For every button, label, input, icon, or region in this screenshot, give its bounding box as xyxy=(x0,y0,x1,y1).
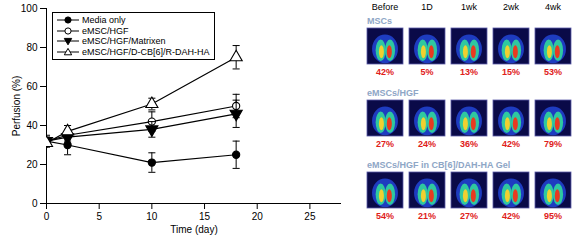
svg-text:54%: 54% xyxy=(376,211,394,221)
html-text:eMSC/HGF/D-CB[6]/R-DAH-HA: eMSC/HGF/D-CB[6]/R-DAH-HA xyxy=(82,46,210,57)
svg-text:100: 100 xyxy=(21,3,38,14)
svg-text:0: 0 xyxy=(32,198,38,209)
svg-text:95%: 95% xyxy=(544,211,562,221)
svg-text:Perfusion (%): Perfusion (%) xyxy=(11,76,22,137)
svg-text:27%: 27% xyxy=(376,139,394,149)
svg-text:4wk: 4wk xyxy=(545,2,562,12)
svg-text:27%: 27% xyxy=(460,211,478,221)
svg-text:Time (day): Time (day) xyxy=(170,224,217,235)
html-text:eMSC/HGF: eMSC/HGF xyxy=(82,25,129,36)
svg-text:79%: 79% xyxy=(544,139,562,149)
svg-text:Before: Before xyxy=(372,2,399,12)
svg-text:60: 60 xyxy=(26,81,38,92)
svg-text:eMSCs/HGF: eMSCs/HGF xyxy=(367,88,419,98)
svg-text:5: 5 xyxy=(96,211,102,222)
svg-text:24%: 24% xyxy=(418,139,436,149)
html-text:eMSC/HGF/Matrixen: eMSC/HGF/Matrixen xyxy=(82,36,166,46)
svg-text:13%: 13% xyxy=(460,67,478,77)
svg-text:15: 15 xyxy=(199,211,211,222)
svg-text:20: 20 xyxy=(252,211,264,222)
svg-text:10: 10 xyxy=(146,211,158,222)
svg-text:5%: 5% xyxy=(420,67,433,77)
svg-text:1wk: 1wk xyxy=(461,2,478,12)
svg-text:40: 40 xyxy=(26,120,38,131)
svg-text:MSCs: MSCs xyxy=(367,16,392,26)
svg-text:1D: 1D xyxy=(421,2,433,12)
svg-text:42%: 42% xyxy=(502,211,520,221)
svg-text:80: 80 xyxy=(26,42,38,53)
svg-text:20: 20 xyxy=(26,159,38,170)
html-text:Media only: Media only xyxy=(82,15,126,25)
svg-text:36%: 36% xyxy=(460,139,478,149)
svg-text:21%: 21% xyxy=(418,211,436,221)
svg-text:42%: 42% xyxy=(502,139,520,149)
svg-text:53%: 53% xyxy=(544,67,562,77)
svg-text:0: 0 xyxy=(44,211,50,222)
svg-text:42%: 42% xyxy=(376,67,394,77)
svg-text:2wk: 2wk xyxy=(503,2,520,12)
svg-text:eMSCs/HGF in CB[6]/DAH-HA Gel: eMSCs/HGF in CB[6]/DAH-HA Gel xyxy=(367,160,510,170)
svg-text:15%: 15% xyxy=(502,67,520,77)
svg-text:25: 25 xyxy=(304,211,316,222)
